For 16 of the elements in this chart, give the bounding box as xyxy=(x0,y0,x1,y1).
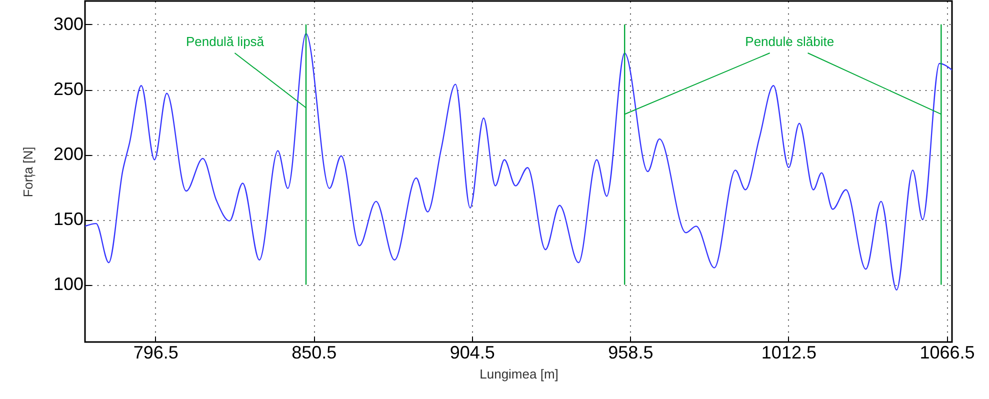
y-tick-label: 300 xyxy=(53,14,84,34)
x-tick-label: 958.5 xyxy=(608,342,654,362)
x-tick-label: 1012.5 xyxy=(761,342,816,362)
x-axis-title: Lungimea [m] xyxy=(480,366,558,382)
y-tick-label: 200 xyxy=(53,144,84,164)
y-axis-title: Forța [N] xyxy=(20,146,36,198)
x-tick-label: 850.5 xyxy=(292,342,337,362)
annotation: Pendulă lipsă xyxy=(186,34,265,49)
y-tick-label: 100 xyxy=(53,274,84,294)
x-tick-label: 1066.5 xyxy=(920,342,975,362)
y-tick-label: 250 xyxy=(53,79,84,100)
x-tick-label: 796.5 xyxy=(133,342,178,362)
x-tick-label: 904.5 xyxy=(450,342,495,362)
line-series xyxy=(85,32,952,291)
y-tick-label: 150 xyxy=(53,209,84,230)
annotation: Pendule slăbite xyxy=(745,34,834,49)
